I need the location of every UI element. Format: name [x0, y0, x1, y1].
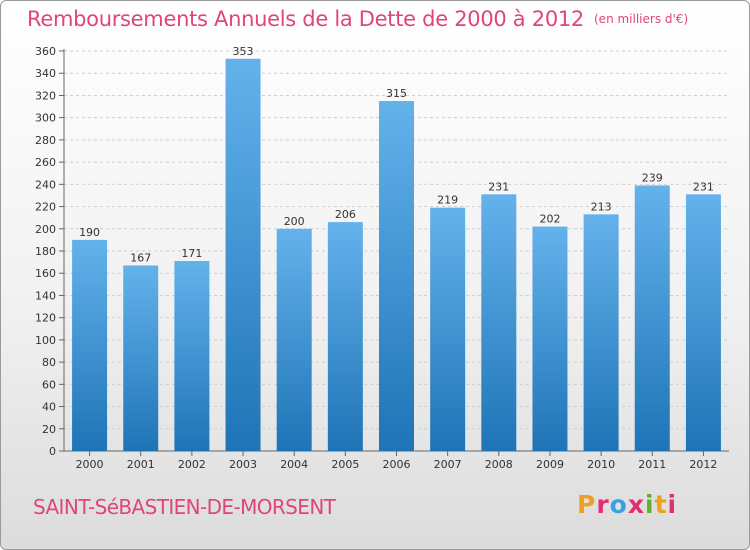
bar-2010 [583, 214, 619, 451]
x-tick-label: 2005 [331, 458, 359, 471]
bar-2006 [379, 101, 414, 451]
logo-letter: i [645, 490, 655, 519]
title-row: Remboursements Annuels de la Dette de 20… [27, 7, 688, 31]
bar-2001 [123, 265, 159, 451]
bar-2003 [225, 58, 261, 452]
y-tick-label: 140 [35, 289, 56, 302]
y-tick-label: 60 [42, 378, 56, 391]
bar-value-label: 167 [130, 251, 151, 264]
bar-2008 [481, 194, 517, 452]
y-tick-label: 80 [42, 356, 56, 369]
bar-2005 [327, 222, 363, 451]
logo-letter: t [654, 490, 668, 519]
y-tick-label: 0 [49, 445, 56, 458]
bar-2007 [430, 207, 466, 451]
y-tick-label: 260 [35, 156, 56, 169]
bar-value-label: 231 [693, 180, 714, 193]
bar-value-label: 206 [335, 208, 356, 221]
y-tick-label: 40 [42, 401, 56, 414]
logo-letter: i [667, 490, 678, 519]
bars [72, 58, 721, 452]
y-tick-label: 360 [35, 45, 56, 58]
x-tick-label: 2001 [127, 458, 155, 471]
x-tick-label: 2000 [76, 458, 104, 471]
x-tick-label: 2009 [536, 458, 564, 471]
y-tick-label: 180 [35, 245, 56, 258]
y-tick-label: 160 [35, 267, 56, 280]
y-tick-label: 340 [35, 67, 56, 80]
x-tick-label: 2004 [280, 458, 308, 471]
bar-value-label: 231 [488, 180, 509, 193]
bar-2000 [72, 239, 108, 451]
bar-value-label: 239 [642, 171, 663, 184]
y-tick-label: 200 [35, 223, 56, 236]
x-tick-label: 2003 [229, 458, 257, 471]
chart-subtitle: (en milliers d'€) [594, 12, 689, 26]
bar-value-label: 190 [79, 226, 100, 239]
bar-value-label: 219 [437, 194, 458, 207]
y-tick-label: 120 [35, 312, 56, 325]
proxiti-logo: Proxiti [577, 490, 677, 519]
bar-2004 [276, 228, 312, 451]
axes: 0 20 40 60 80 100 120 140 160 180 200 220 240 260 280 3… [35, 45, 729, 458]
x-tick-label: 2006 [383, 458, 411, 471]
logo-letter: x [627, 490, 645, 519]
x-tick-label: 2010 [587, 458, 615, 471]
x-tick-label: 2008 [485, 458, 513, 471]
bar-value-label: 200 [284, 215, 305, 228]
bar-2002 [174, 261, 210, 451]
chart-title: Remboursements Annuels de la Dette de 20… [27, 7, 584, 31]
bar-2009 [532, 226, 568, 451]
bar-value-label: 353 [233, 45, 254, 58]
bar-value-label: 315 [386, 87, 407, 100]
logo-letter: P [577, 490, 597, 519]
logo-letter: r [596, 490, 610, 519]
y-tick-label: 320 [35, 89, 56, 102]
labels: 190 2000 167 2001 171 2002 353 2003 200 2004 206 20… [76, 45, 718, 471]
y-tick-label: 100 [35, 334, 56, 347]
bar-2011 [634, 185, 670, 451]
logo-letter: o [609, 490, 628, 519]
x-tick-label: 2007 [434, 458, 462, 471]
y-tick-label: 300 [35, 112, 56, 125]
y-tick-label: 280 [35, 134, 56, 147]
bar-value-label: 213 [591, 200, 612, 213]
bar-value-label: 202 [539, 213, 560, 226]
y-tick-label: 20 [42, 423, 56, 436]
y-tick-label: 220 [35, 201, 56, 214]
x-tick-label: 2011 [638, 458, 666, 471]
bar-2012 [685, 194, 721, 452]
x-tick-label: 2002 [178, 458, 206, 471]
y-tick-label: 240 [35, 178, 56, 191]
x-tick-label: 2012 [689, 458, 717, 471]
bar-value-label: 171 [181, 247, 202, 260]
town-name: SAINT-SéBASTIEN-DE-MORSENT [33, 495, 336, 519]
